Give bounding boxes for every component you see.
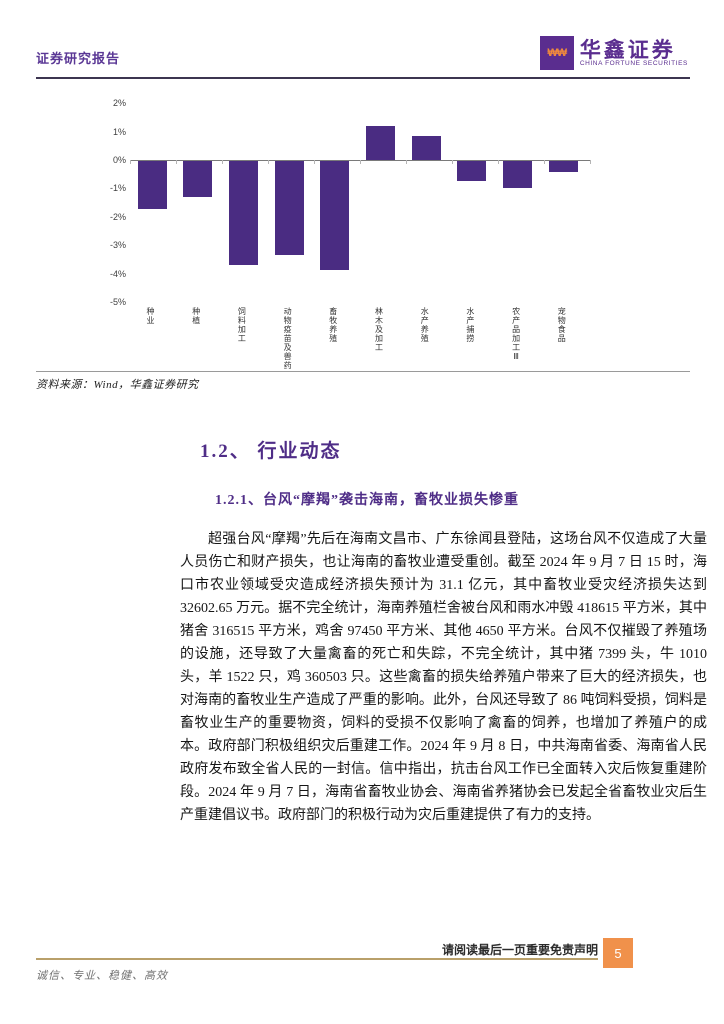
y-axis-tick-label: -2% — [109, 211, 126, 222]
y-axis-tick-label: -5% — [109, 297, 126, 307]
x-axis-category-label: 种业 — [146, 307, 155, 325]
y-axis-tick-label: -4% — [109, 268, 126, 279]
section-heading: 1.2、 行业动态 — [200, 441, 342, 462]
brand-text: 华鑫证券 CHINA FORTUNE SECURITIES — [580, 39, 688, 68]
body-paragraph: 超强台风“摩羯”先后在海南文昌市、广东徐闻县登陆，这场台风不仅造成了大量人员伤亡… — [180, 532, 707, 823]
category-tick — [360, 160, 361, 164]
figure-bottom-divider — [36, 371, 690, 372]
chart-bar — [320, 161, 350, 271]
page-number-badge: 5 — [603, 938, 633, 968]
chart-bar — [366, 125, 395, 160]
x-axis-category-label: 畜牧养殖 — [328, 307, 338, 343]
y-axis-tick-label: 0% — [112, 155, 126, 165]
category-tick — [406, 160, 407, 164]
category-tick — [176, 160, 177, 164]
x-axis-category-label: 动物疫苗及兽药 — [283, 307, 293, 370]
report-type-label: 证券研究报告 — [36, 51, 121, 66]
chart-bar — [503, 161, 533, 188]
x-axis-category-label: 水产养殖 — [420, 307, 430, 343]
chart-bar — [274, 161, 304, 255]
brand-logo: ₩₩ 华鑫证券 CHINA FORTUNE SECURITIES — [539, 36, 688, 70]
y-axis-tick-label: 2% — [112, 98, 126, 109]
chart-bar — [411, 135, 441, 160]
disclaimer-note: 请阅读最后一页重要免责声明 — [441, 943, 598, 957]
y-axis-tick-label: 1% — [112, 126, 126, 137]
company-slogan: 诚信、专业、稳健、高效 — [36, 970, 168, 982]
x-axis-category-label: 农产品加工Ⅲ — [511, 307, 521, 362]
chart-bar — [137, 161, 167, 210]
x-axis-category-label: 宠物食品 — [557, 307, 567, 343]
chart-bar — [183, 161, 213, 197]
category-tick — [222, 160, 223, 164]
subsection-heading: 1.2.1、台风“摩羯”袭击海南，畜牧业损失惨重 — [215, 493, 519, 508]
chart-bar — [228, 161, 258, 265]
source-note: 资料来源：Wind，华鑫证券研究 — [36, 379, 199, 391]
y-axis-tick-label: -1% — [109, 183, 126, 194]
chart-bar — [457, 161, 487, 181]
x-axis-category-label: 饲料加工 — [237, 307, 247, 343]
category-tick — [590, 160, 591, 164]
footer-divider — [36, 958, 598, 960]
category-tick — [452, 160, 453, 164]
category-tick — [268, 160, 269, 164]
sector-performance-bar-chart: 2% 1% 0% -1% -2% -3% -4% -5% 种业 种植 饲料加工 动物疫苗及兽药 畜牧养殖… — [100, 95, 640, 371]
brand-name-en: CHINA FORTUNE SECURITIES — [579, 59, 688, 67]
chart-bar — [548, 161, 578, 173]
huaxin-logo-icon: ₩₩ — [539, 36, 574, 70]
y-axis-tick-label: -3% — [109, 240, 126, 251]
header-divider — [36, 77, 690, 79]
x-axis-category-label: 种植 — [191, 307, 201, 325]
brand-name-cn: 华鑫证券 — [579, 37, 676, 62]
x-axis-category-label: 水产捕捞 — [465, 307, 475, 343]
category-tick — [314, 160, 315, 164]
category-tick — [498, 160, 499, 164]
category-tick — [130, 160, 131, 164]
category-tick — [544, 160, 545, 164]
x-axis-category-label: 林木及加工 — [374, 307, 384, 352]
